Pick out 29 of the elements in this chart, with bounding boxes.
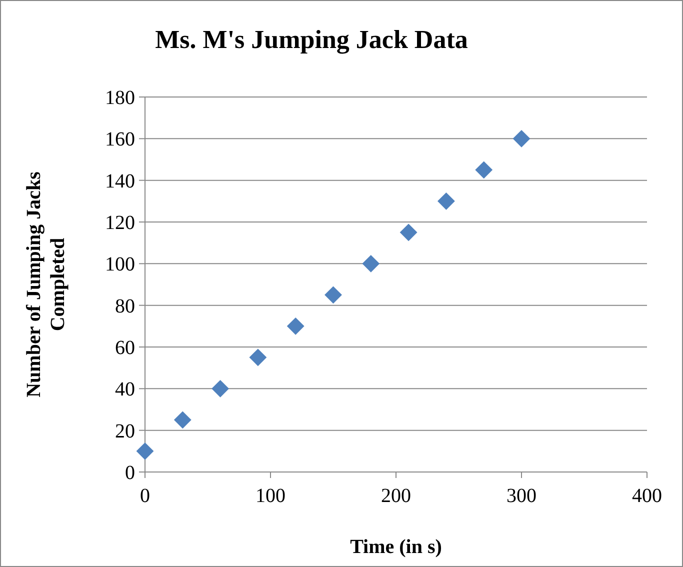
y-tick-label: 100 [105,254,135,276]
y-tick-label: 160 [105,128,135,151]
y-tick-label: 0 [125,462,135,484]
point [136,442,154,460]
y-tick-label: 40 [115,378,135,401]
point [212,380,229,398]
point [438,192,455,210]
y-axis-title: Number of Jumping Jacks Completed [23,171,69,398]
y-tick-label: 80 [115,295,135,318]
x-tick-label: 300 [506,485,536,507]
point [362,255,380,272]
point [249,348,266,366]
point [324,286,342,304]
chart-title: Ms. M's Jumping Jack Data [155,25,468,54]
point [174,411,192,428]
y-tick-label: 120 [105,212,135,234]
point [400,224,418,241]
y-tick-label: 20 [115,420,135,442]
x-axis-title: Time (in s) [350,536,442,558]
x-tick-label: 0 [140,485,150,507]
point [287,318,304,335]
y-tick-label: 60 [115,337,135,359]
x-tick-label: 400 [632,485,662,507]
y-tick-label: 180 [105,87,135,109]
point [513,130,530,148]
point [475,161,492,178]
x-tick-label: 200 [381,485,411,507]
x-tick-label: 100 [256,485,286,507]
y-tick-label: 140 [105,170,135,192]
